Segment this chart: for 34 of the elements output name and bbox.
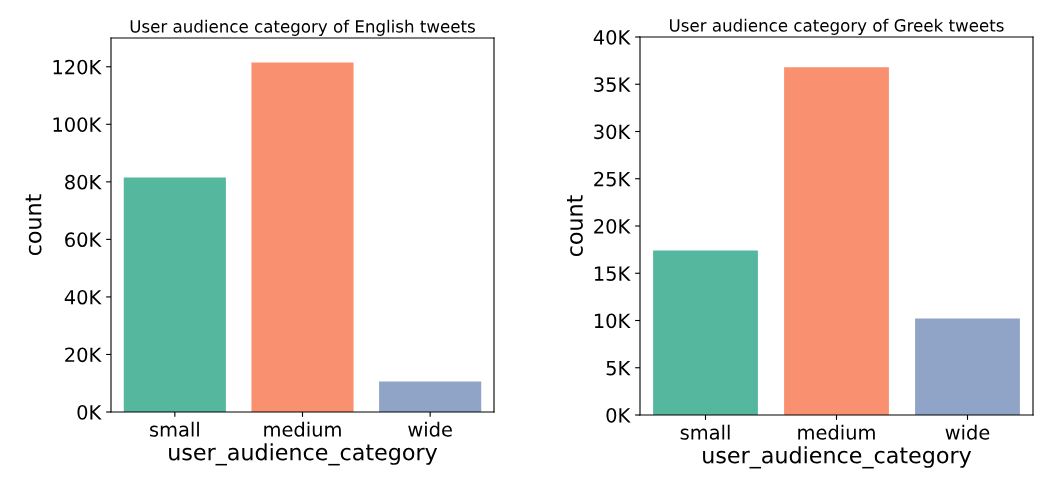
y-axis-title: count — [567, 195, 583, 257]
y-tick-label: 10K — [594, 313, 631, 329]
chart-title: User audience category of Greek tweets — [670, 18, 1004, 35]
bar — [251, 62, 354, 412]
y-tick-label: 60K — [65, 232, 102, 248]
x-tick-label: wide — [945, 424, 990, 440]
bar — [784, 67, 889, 415]
y-tick-label: 5K — [606, 360, 631, 376]
y-tick-label: 80K — [65, 174, 102, 190]
y-tick-label: 100K — [53, 117, 102, 132]
bar — [653, 250, 758, 415]
x-tick-label: small — [149, 421, 199, 437]
x-tick-label: medium — [264, 421, 341, 437]
y-tick-label: 120K — [53, 59, 102, 75]
y-tick-label: 15K — [594, 266, 631, 281]
bar — [915, 318, 1020, 415]
y-tick-label: 35K — [594, 77, 631, 92]
y-tick-label: 20K — [65, 347, 102, 363]
x-tick-label: wide — [408, 421, 452, 437]
y-tick-label: 30K — [594, 124, 631, 140]
y-tick-label: 20K — [594, 218, 631, 234]
y-tick-label: 0K — [77, 404, 102, 420]
y-tick-label: 40K — [64, 289, 102, 305]
x-axis-title: user_audience_category — [169, 443, 438, 466]
y-tick-label: 25K — [594, 171, 631, 187]
x-axis-title: user_audience_category — [703, 446, 972, 469]
y-tick-label: 40K — [593, 29, 631, 45]
x-tick-label: medium — [798, 424, 875, 440]
bar — [123, 177, 226, 412]
chart-title: User audience category of English tweets — [130, 19, 475, 36]
bar — [379, 381, 482, 412]
y-tick-label: 0K — [606, 407, 631, 423]
y-axis-title: count — [25, 194, 42, 256]
x-tick-label: small — [680, 424, 730, 440]
